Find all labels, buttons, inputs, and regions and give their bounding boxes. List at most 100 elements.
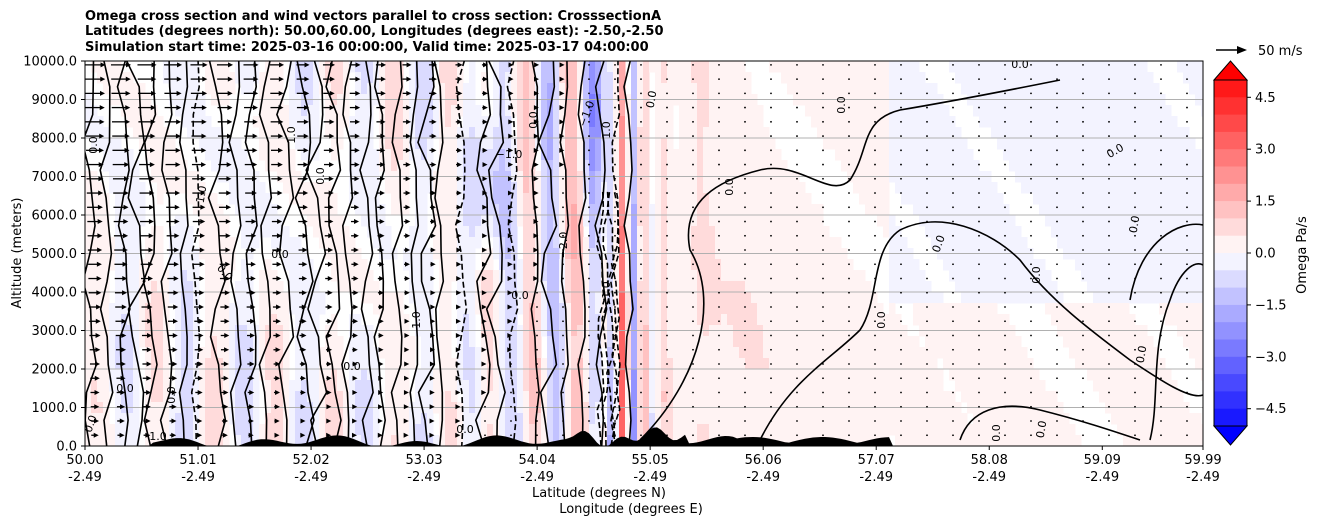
omega-cell xyxy=(163,369,170,381)
omega-cell xyxy=(619,204,626,216)
omega-cell xyxy=(199,369,206,381)
omega-cell xyxy=(847,292,854,304)
omega-cell xyxy=(169,182,176,194)
omega-cell xyxy=(1051,138,1058,150)
omega-cell xyxy=(295,281,302,293)
omega-cell xyxy=(973,369,980,381)
omega-cell xyxy=(643,204,650,216)
omega-cell xyxy=(115,237,122,249)
omega-cell xyxy=(523,72,530,84)
omega-cell xyxy=(535,61,542,73)
omega-cell xyxy=(349,149,356,161)
omega-cell xyxy=(421,138,428,150)
omega-cell xyxy=(517,72,524,84)
omega-cell xyxy=(1003,61,1010,73)
omega-cell xyxy=(985,72,992,84)
omega-cell xyxy=(313,281,320,293)
omega-cell xyxy=(277,105,284,117)
omega-cell xyxy=(727,303,734,315)
omega-cell xyxy=(817,380,824,392)
omega-cell xyxy=(685,83,692,95)
omega-cell xyxy=(367,347,374,359)
omega-cell xyxy=(787,215,794,227)
omega-cell xyxy=(595,83,602,95)
omega-cell xyxy=(97,193,104,205)
omega-cell xyxy=(781,413,788,425)
omega-cell xyxy=(607,237,614,249)
omega-cell xyxy=(559,391,566,403)
omega-cell xyxy=(271,303,278,315)
omega-cell xyxy=(541,424,548,436)
omega-cell xyxy=(877,215,884,227)
omega-cell xyxy=(691,391,698,403)
omega-cell xyxy=(925,160,932,172)
omega-cell xyxy=(583,259,590,271)
omega-cell xyxy=(193,61,200,73)
omega-cell xyxy=(1051,105,1058,117)
omega-cell xyxy=(619,116,626,128)
omega-cell xyxy=(403,347,410,359)
omega-cell xyxy=(643,182,650,194)
omega-cell xyxy=(523,358,530,370)
omega-cell xyxy=(487,259,494,271)
omega-cell xyxy=(103,160,110,172)
omega-cell xyxy=(373,391,380,403)
omega-cell xyxy=(205,314,212,326)
omega-cell xyxy=(247,160,254,172)
omega-cell xyxy=(889,413,896,425)
omega-cell xyxy=(1045,160,1052,172)
omega-cell xyxy=(589,380,596,392)
omega-cell xyxy=(781,424,788,436)
omega-cell xyxy=(703,226,710,238)
omega-cell xyxy=(121,149,128,161)
omega-cell xyxy=(997,193,1004,205)
omega-cell xyxy=(745,215,752,227)
omega-cell xyxy=(589,226,596,238)
omega-cell xyxy=(541,391,548,403)
omega-cell xyxy=(1057,413,1064,425)
omega-cell xyxy=(289,259,296,271)
omega-cell xyxy=(871,391,878,403)
omega-cell xyxy=(979,215,986,227)
omega-cell xyxy=(445,116,452,128)
omega-cell xyxy=(445,182,452,194)
omega-cell xyxy=(469,193,476,205)
omega-cell xyxy=(1021,347,1028,359)
omega-cell xyxy=(721,138,728,150)
omega-cell xyxy=(871,380,878,392)
omega-cell xyxy=(535,336,542,348)
omega-cell xyxy=(457,314,464,326)
omega-cell xyxy=(121,83,128,95)
omega-cell xyxy=(475,204,482,216)
omega-cell xyxy=(721,347,728,359)
omega-cell xyxy=(973,193,980,205)
omega-cell xyxy=(1081,116,1088,128)
omega-cell xyxy=(673,314,680,326)
omega-cell xyxy=(163,281,170,293)
omega-cell xyxy=(643,391,650,403)
omega-cell xyxy=(367,61,374,73)
omega-cell xyxy=(721,182,728,194)
omega-cell xyxy=(313,182,320,194)
omega-cell xyxy=(385,358,392,370)
omega-cell xyxy=(1015,127,1022,139)
omega-cell xyxy=(721,380,728,392)
omega-cell xyxy=(601,127,608,139)
omega-cell xyxy=(1051,149,1058,161)
omega-cell xyxy=(829,72,836,84)
omega-cell xyxy=(481,281,488,293)
omega-cell xyxy=(553,424,560,436)
omega-cell xyxy=(223,413,230,425)
omega-cell xyxy=(1003,380,1010,392)
omega-cell xyxy=(451,138,458,150)
omega-cell xyxy=(859,116,866,128)
omega-cell xyxy=(1045,270,1052,282)
omega-cell xyxy=(805,391,812,403)
omega-cell xyxy=(817,259,824,271)
omega-cell xyxy=(967,391,974,403)
omega-cell xyxy=(211,193,218,205)
omega-cell xyxy=(187,281,194,293)
omega-cell xyxy=(997,61,1004,73)
omega-cell xyxy=(943,127,950,139)
omega-cell xyxy=(487,292,494,304)
